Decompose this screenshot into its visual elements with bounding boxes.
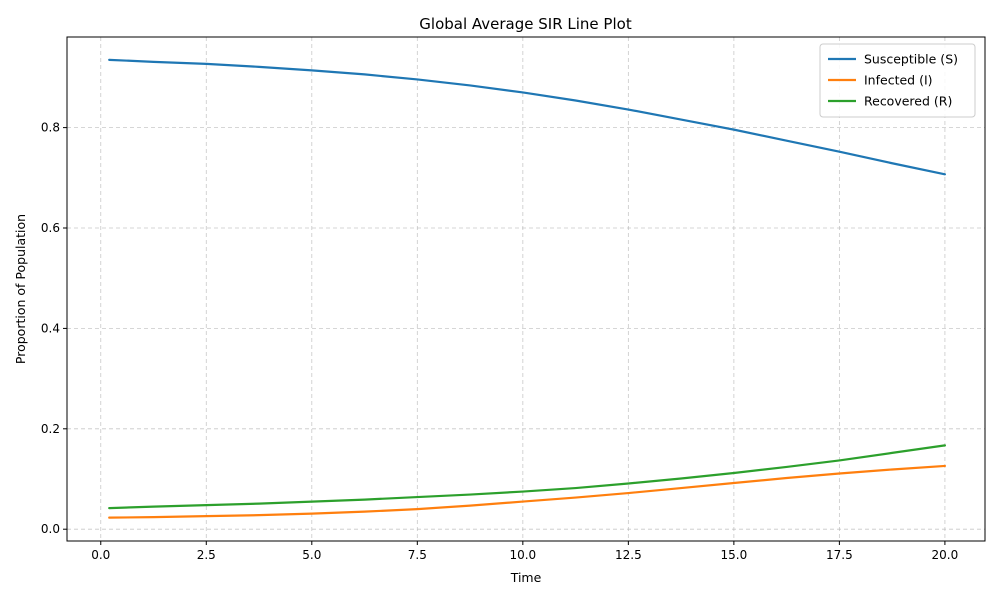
legend: Susceptible (S) Infected (I) Recovered (R) xyxy=(819,43,976,118)
x-tick-label: 10.0 xyxy=(509,548,536,562)
legend-box xyxy=(819,43,976,118)
plot-frame xyxy=(66,36,986,542)
x-tick-label: 12.5 xyxy=(615,548,642,562)
legend-label: Infected (I) xyxy=(864,73,933,88)
grid xyxy=(67,37,985,541)
y-tick-label: 0.2 xyxy=(41,422,60,436)
x-tick-label: 17.5 xyxy=(826,548,853,562)
series-line-2 xyxy=(108,444,947,510)
y-tick-label: 0.0 xyxy=(41,522,60,536)
x-tick-label: 20.0 xyxy=(932,548,959,562)
series-line-1 xyxy=(108,464,947,519)
x-tick-label: 0.0 xyxy=(91,548,110,562)
x-tick-label: 5.0 xyxy=(302,548,321,562)
axis-ticks: 0.0 2.5 5.0 7.5 10.0 12.5 15.0 17.5 20.0 0.0 0.2 0.… xyxy=(41,121,958,562)
x-axis-label: Time xyxy=(510,570,542,585)
x-tick-label: 15.0 xyxy=(721,548,748,562)
chart-title: Global Average SIR Line Plot xyxy=(419,15,632,33)
legend-label: Recovered (R) xyxy=(864,94,952,109)
series-line-0 xyxy=(108,58,947,176)
y-tick-label: 0.6 xyxy=(41,221,60,235)
series-lines xyxy=(108,58,947,519)
x-tick-label: 7.5 xyxy=(408,548,427,562)
y-axis-label: Proportion of Population xyxy=(13,214,28,364)
y-tick-label: 0.4 xyxy=(41,321,60,335)
x-tick-label: 2.5 xyxy=(197,548,216,562)
y-tick-label: 0.8 xyxy=(41,121,60,135)
legend-label: Susceptible (S) xyxy=(864,52,958,67)
